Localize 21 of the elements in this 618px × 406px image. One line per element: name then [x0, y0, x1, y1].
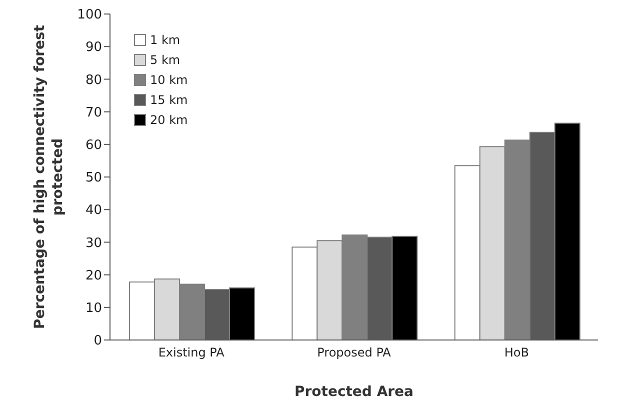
y-tick-label: 90 [85, 40, 102, 56]
y-tick-label: 100 [77, 8, 102, 23]
x-tick-label: Existing PA [158, 346, 226, 360]
y-axis-title: Percentage of high connectivity forest protected [32, 24, 66, 330]
y-tick-label: 40 [85, 203, 102, 218]
y-tick-label: 80 [85, 72, 102, 88]
legend-label: 15 km [150, 93, 188, 107]
y-tick-label: 30 [85, 236, 102, 251]
x-tick-label: Proposed PA [317, 346, 392, 360]
x-tick-label: HoB [504, 346, 529, 360]
x-axis-title: Protected Area [294, 384, 414, 400]
legend-label: 20 km [150, 113, 188, 127]
y-tick-label: 10 [85, 301, 102, 316]
y-tick-label: 50 [85, 170, 102, 186]
y-tick-label: 20 [85, 268, 102, 284]
y-tick-label: 0 [94, 334, 102, 349]
legend-label: 10 km [150, 73, 188, 87]
y-tick-label: 60 [85, 138, 102, 154]
legend-label: 5 km [150, 53, 180, 67]
legend-label: 1 km [150, 33, 180, 47]
y-tick-label: 70 [85, 105, 102, 120]
